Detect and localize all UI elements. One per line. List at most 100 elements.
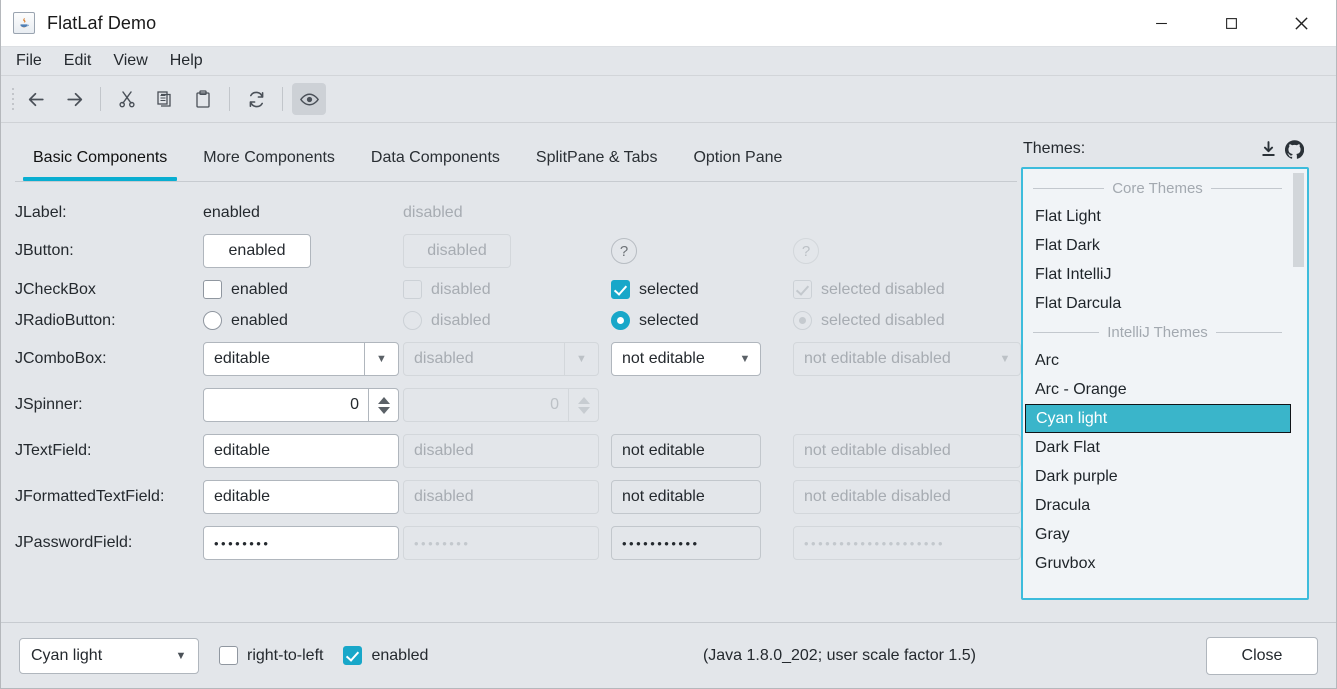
list-item[interactable]: Gruvbox xyxy=(1035,554,1096,572)
menu-file[interactable]: File xyxy=(16,52,42,69)
checkbox-selected-disabled-label: selected disabled xyxy=(821,280,945,298)
spinner-stepper-buttons xyxy=(568,389,598,421)
back-icon[interactable] xyxy=(19,83,53,115)
list-item-selected[interactable]: Cyan light xyxy=(1025,404,1291,433)
themes-scrollbar[interactable] xyxy=(1292,171,1305,596)
list-item[interactable]: Gray xyxy=(1035,525,1070,543)
menubar: File Edit View Help xyxy=(1,47,1336,76)
theme-select-combobox[interactable]: Cyan light ▼ xyxy=(19,637,199,674)
refresh-icon[interactable] xyxy=(239,83,273,115)
download-icon[interactable] xyxy=(1255,136,1281,162)
radio-circle-icon[interactable] xyxy=(203,311,222,330)
checkbox-selected[interactable]: selected xyxy=(611,280,793,299)
enabled-checkbox[interactable]: enabled xyxy=(343,646,428,665)
chevron-down-icon[interactable]: ▼ xyxy=(175,649,187,662)
tab-splitpane-tabs[interactable]: SplitPane & Tabs xyxy=(535,149,658,166)
cut-icon[interactable] xyxy=(110,83,144,115)
checkbox-enabled-label: enabled xyxy=(231,280,288,298)
toolbar xyxy=(1,76,1336,123)
tab-data-components[interactable]: Data Components xyxy=(370,149,500,166)
list-item[interactable]: Dracula xyxy=(1035,496,1091,514)
combobox-editable-value[interactable]: editable xyxy=(214,350,271,367)
chevron-down-icon[interactable]: ▼ xyxy=(739,353,751,365)
right-to-left-label: right-to-left xyxy=(247,646,324,664)
tab-underline xyxy=(15,181,1017,182)
chevron-down-icon[interactable]: ▼ xyxy=(364,343,398,375)
checkbox-enabled[interactable]: enabled xyxy=(203,280,403,299)
checkbox-checked-icon[interactable] xyxy=(343,646,363,665)
github-icon[interactable] xyxy=(1281,136,1307,162)
list-item[interactable]: Flat Dark xyxy=(1035,236,1100,254)
tab-more-components[interactable]: More Components xyxy=(203,149,335,166)
eye-icon[interactable] xyxy=(292,83,326,115)
radio-selected-icon[interactable] xyxy=(611,311,630,330)
spinner-enabled-value[interactable]: 0 xyxy=(350,396,359,413)
jcombobox-row-label: JComboBox: xyxy=(15,350,107,367)
tab-option-pane[interactable]: Option Pane xyxy=(693,149,783,166)
close-button[interactable]: Close xyxy=(1206,636,1318,675)
textfield-editable[interactable]: editable xyxy=(203,434,399,468)
maximize-button[interactable] xyxy=(1196,0,1266,47)
radio-disabled-label: disabled xyxy=(431,311,491,329)
radio-selected-disabled-icon xyxy=(793,311,812,330)
checkbox-disabled: disabled xyxy=(403,280,611,299)
copy-icon[interactable] xyxy=(148,83,182,115)
enabled-label: enabled xyxy=(371,646,429,664)
themes-separator-core: Core Themes xyxy=(1025,174,1292,202)
spinner-disabled: 0 xyxy=(403,388,599,422)
spinner-enabled[interactable]: 0 xyxy=(203,388,399,422)
radio-selected[interactable]: selected xyxy=(611,311,793,330)
menu-edit[interactable]: Edit xyxy=(63,52,92,69)
checkbox-checked-icon[interactable] xyxy=(611,280,630,299)
textfield-not-editable[interactable]: not editable xyxy=(611,434,761,468)
tab-basic-components[interactable]: Basic Components xyxy=(15,149,185,181)
themes-header: Themes: xyxy=(1021,131,1309,167)
list-item[interactable]: Dark Flat xyxy=(1035,438,1100,456)
arrow-down-icon[interactable] xyxy=(377,406,390,414)
formattedtextfield-not-editable-disabled: not editable disabled xyxy=(793,480,1021,514)
themes-list[interactable]: Core Themes Flat Light Flat Dark Flat In… xyxy=(1025,171,1292,596)
combobox-not-editable-value: not editable xyxy=(622,350,705,367)
radio-disabled: disabled xyxy=(403,311,611,330)
themes-separator-intellij: IntelliJ Themes xyxy=(1025,318,1292,346)
formattedtextfield-editable[interactable]: editable xyxy=(203,480,399,514)
jbutton-enabled[interactable]: enabled xyxy=(203,234,311,268)
combobox-editable[interactable]: editable ▼ xyxy=(203,342,399,376)
forward-icon[interactable] xyxy=(57,83,91,115)
list-item[interactable]: Flat IntelliJ xyxy=(1035,265,1112,283)
combobox-not-editable[interactable]: not editable ▼ xyxy=(611,342,761,376)
list-item[interactable]: Arc - Orange xyxy=(1035,380,1127,398)
list-item[interactable]: Dark purple xyxy=(1035,467,1118,485)
menu-help[interactable]: Help xyxy=(169,52,203,69)
list-item[interactable]: Flat Light xyxy=(1035,207,1101,225)
radio-enabled[interactable]: enabled xyxy=(203,311,403,330)
checkbox-box-icon[interactable] xyxy=(219,646,238,665)
checkbox-box-icon[interactable] xyxy=(203,280,222,299)
combobox-not-editable-disabled-value: not editable disabled xyxy=(804,350,951,367)
paste-icon[interactable] xyxy=(186,83,220,115)
minimize-button[interactable] xyxy=(1126,0,1196,47)
passwordfield-not-editable[interactable]: ••••••••••• xyxy=(611,526,761,560)
radio-selected-disabled-label: selected disabled xyxy=(821,311,945,329)
tab-bar: Basic Components More Components Data Co… xyxy=(15,131,1021,181)
passwordfield-editable[interactable]: •••••••• xyxy=(203,526,399,560)
passwordfield-not-editable-disabled: •••••••••••••••••••• xyxy=(793,526,1021,560)
themes-scrollbar-thumb[interactable] xyxy=(1293,173,1304,267)
themes-list-box: Core Themes Flat Light Flat Dark Flat In… xyxy=(1021,167,1309,600)
right-to-left-checkbox[interactable]: right-to-left xyxy=(219,646,323,665)
list-item[interactable]: Flat Darcula xyxy=(1035,294,1122,312)
arrow-up-icon[interactable] xyxy=(377,396,390,404)
close-window-button[interactable] xyxy=(1266,0,1336,47)
spinner-stepper-buttons[interactable] xyxy=(368,389,398,421)
list-item[interactable]: Arc xyxy=(1035,351,1059,369)
main-body: Basic Components More Components Data Co… xyxy=(1,123,1336,622)
help-button-enabled[interactable]: ? xyxy=(611,238,637,264)
window-controls xyxy=(1126,0,1336,47)
formattedtextfield-disabled: disabled xyxy=(403,480,599,514)
menu-view[interactable]: View xyxy=(113,52,148,69)
bottom-bar: Cyan light ▼ right-to-left enabled (Java… xyxy=(1,622,1336,688)
formattedtextfield-not-editable[interactable]: not editable xyxy=(611,480,761,514)
jlabel-row-label: JLabel: xyxy=(15,204,67,221)
textfield-not-editable-disabled: not editable disabled xyxy=(793,434,1021,468)
toolbar-drag-handle[interactable] xyxy=(9,86,17,112)
